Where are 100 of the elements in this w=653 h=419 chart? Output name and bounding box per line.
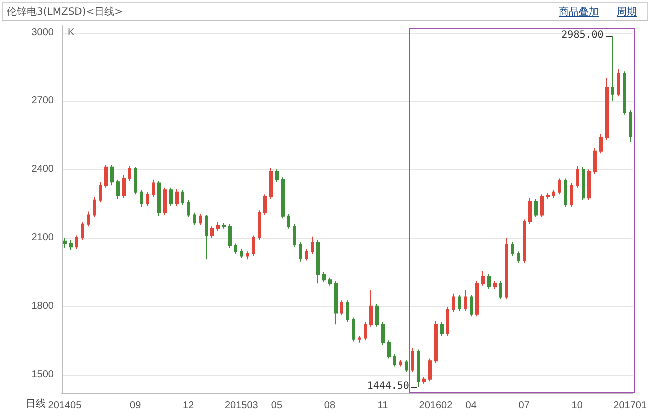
chart-title: 伦锌电3(LMZSD)<日线> — [7, 6, 124, 19]
candlestick — [422, 376, 426, 384]
candlestick — [558, 178, 561, 196]
candlestick — [169, 187, 173, 207]
candlestick — [582, 166, 585, 201]
candlestick — [163, 187, 167, 216]
y-tick-label: 2100 — [32, 232, 54, 244]
x-tick-label: 05 — [271, 400, 283, 412]
candlestick — [128, 166, 131, 182]
candlestick — [146, 192, 149, 207]
candlestick — [387, 340, 391, 360]
candlestick — [487, 274, 491, 290]
candlestick — [187, 200, 190, 218]
y-tick-label: 1500 — [32, 369, 54, 380]
candlestick — [205, 214, 208, 260]
candlestick — [523, 219, 526, 264]
candlestick — [446, 307, 449, 337]
candlestick — [399, 359, 402, 368]
candlestick — [199, 214, 202, 226]
candlestick — [93, 196, 96, 218]
candlestick — [175, 188, 179, 207]
candlestick — [540, 194, 544, 218]
candlestick — [134, 166, 137, 196]
candlestick — [517, 251, 520, 264]
candlestick — [181, 190, 184, 206]
y-tick-label: 2700 — [32, 96, 54, 107]
x-tick-label: 201602 — [419, 400, 454, 412]
candlestick — [334, 280, 338, 326]
candlestick — [564, 178, 567, 208]
candlestick — [299, 242, 302, 262]
candlestick — [493, 280, 497, 290]
candlestick — [240, 248, 243, 260]
candlestick — [193, 212, 196, 226]
candlestick — [481, 270, 485, 286]
candlestick — [228, 224, 232, 249]
candlestick — [322, 272, 326, 283]
annotation: 1444.50 — [367, 381, 410, 394]
x-tick-label: 08 — [324, 400, 336, 412]
candlestick — [263, 194, 267, 216]
candlestick — [346, 300, 349, 323]
x-tick-label: 201701 — [614, 400, 648, 412]
y-tick-label: 2400 — [32, 164, 54, 176]
candlestick — [87, 211, 90, 228]
candlestick — [352, 317, 355, 342]
candlestick — [570, 182, 573, 208]
candlestick — [599, 134, 603, 154]
candlestick — [246, 251, 249, 260]
x-axis-title: 日线 — [26, 398, 46, 411]
candlestick — [405, 359, 408, 373]
candlestick — [63, 237, 67, 249]
candlestick — [293, 224, 296, 248]
candlestick — [464, 290, 467, 312]
x-tick-label: 04 — [466, 400, 478, 412]
candlestick — [440, 322, 444, 337]
candlestick — [623, 71, 626, 116]
candlestick — [99, 182, 102, 204]
candlestick — [110, 164, 114, 186]
candlestick — [258, 210, 261, 241]
candlestick — [81, 222, 84, 241]
candlestick — [617, 68, 620, 98]
candlestick — [116, 179, 120, 200]
candlestick — [222, 222, 226, 230]
y-axis-title: K — [68, 28, 75, 38]
candlestick — [381, 322, 385, 346]
candlestick — [505, 237, 508, 300]
y-tick-label: 1800 — [32, 300, 54, 312]
candlestick — [340, 300, 343, 316]
x-tick-label: 10 — [572, 400, 584, 412]
x-tick-label: 09 — [130, 400, 142, 412]
x-tick-label: 11 — [378, 400, 389, 412]
text: 商品叠加 — [559, 7, 599, 18]
candlestick — [358, 336, 361, 344]
candlestick — [75, 235, 78, 250]
candlestick — [552, 190, 555, 199]
text: 周期 — [617, 7, 637, 18]
candlestick — [364, 322, 367, 342]
candlestick — [152, 179, 155, 198]
candlestick — [369, 290, 373, 328]
candlestick — [470, 294, 473, 318]
candlestick — [328, 277, 332, 286]
candlestick — [281, 177, 285, 220]
candlestick — [576, 166, 579, 188]
candlestick — [275, 169, 279, 183]
candlestick — [534, 198, 538, 218]
candlestick — [305, 248, 308, 262]
candlestick — [122, 174, 126, 199]
x-tick-label: 07 — [518, 400, 530, 412]
x-tick-label: 201405 — [48, 400, 82, 412]
candlestick — [311, 236, 314, 254]
candlestick — [417, 349, 420, 388]
candlestick — [140, 190, 143, 208]
candlestick — [210, 226, 214, 238]
candlestick — [375, 304, 379, 328]
candlestick — [69, 240, 73, 252]
annotation: 2985.00 — [562, 30, 604, 42]
candlestick — [452, 293, 455, 313]
candlestick — [411, 348, 414, 373]
candlestick — [629, 110, 632, 143]
x-tick-label: 201503 — [224, 400, 259, 412]
candlestick — [104, 164, 108, 188]
